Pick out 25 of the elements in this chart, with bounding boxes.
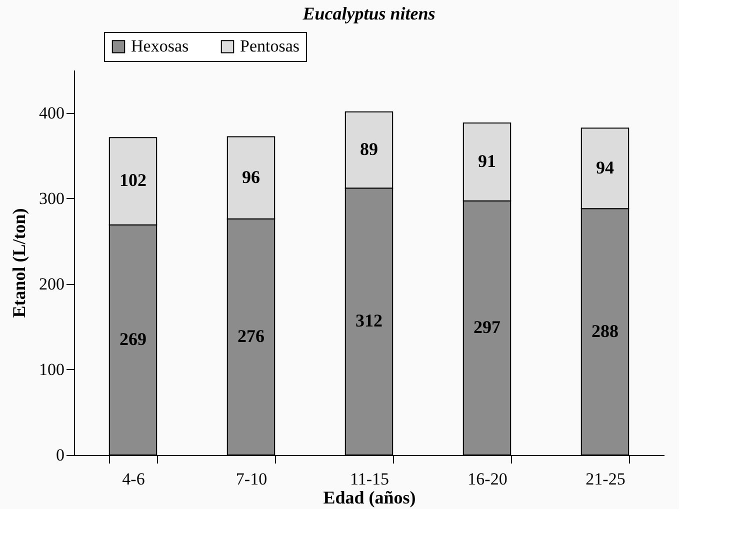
y-tick-label: 100 [39,360,64,379]
x-tick-label: 16-20 [468,470,508,488]
y-tick-label: 300 [39,188,64,208]
data-label: 96 [242,166,260,187]
x-tick-label: 21-25 [586,470,626,488]
data-label: 276 [238,326,264,346]
data-label: 89 [360,138,378,159]
legend-label: Hexosas [131,36,189,56]
data-label: 297 [474,316,500,337]
y-tick-label: 0 [56,446,64,464]
y-axis-title: Etanol (L/ton) [9,208,29,318]
data-label: 312 [356,310,382,331]
y-tick-label: 200 [39,274,64,294]
data-label: 102 [120,170,146,190]
x-tick-label: 11-15 [350,470,390,488]
legend-label: Pentosas [240,36,300,56]
chart-title: Eucalyptus nitens [302,4,436,24]
data-label: 269 [120,328,146,349]
data-label: 94 [596,157,614,178]
x-tick-label: 7-10 [236,470,268,488]
x-axis-title: Edad (años) [323,488,416,508]
x-tick-label: 4-6 [122,470,145,488]
data-label: 91 [478,150,496,171]
y-tick-label: 400 [39,103,64,122]
data-label: 288 [592,320,618,341]
